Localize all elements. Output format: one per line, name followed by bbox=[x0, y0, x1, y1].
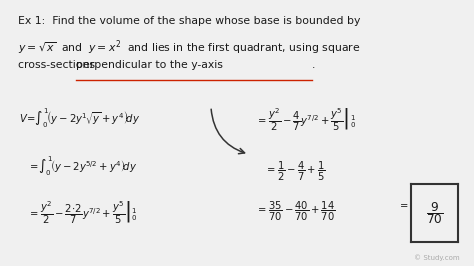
Text: .: . bbox=[312, 60, 315, 70]
Text: $= \left.\dfrac{y^2}{2} - \dfrac{4}{7}y^{7/2} + \dfrac{y^5}{5}\right|_0^1$: $= \left.\dfrac{y^2}{2} - \dfrac{4}{7}y^… bbox=[256, 106, 356, 133]
Text: $=\left.\dfrac{y^2}{2} - \dfrac{2{\cdot}2}{7}y^{7/2} + \dfrac{y^5}{5}\right|_0^1: $=\left.\dfrac{y^2}{2} - \dfrac{2{\cdot}… bbox=[28, 200, 138, 226]
Text: $y = \sqrt{x}$  and  $y = x^2$  and lies in the first quadrant, using square: $y = \sqrt{x}$ and $y = x^2$ and lies in… bbox=[18, 39, 361, 57]
Text: $= \dfrac{1}{2} - \dfrac{4}{7} + \dfrac{1}{5}$: $= \dfrac{1}{2} - \dfrac{4}{7} + \dfrac{… bbox=[265, 160, 326, 183]
Text: © Study.com: © Study.com bbox=[414, 254, 460, 261]
Text: $\dfrac{9}{70}$: $\dfrac{9}{70}$ bbox=[426, 200, 443, 226]
Text: $=$: $=$ bbox=[398, 200, 410, 210]
Text: $=\!\int_0^1\!\left(y - 2y^{5/2} + y^4\right)\!dy$: $=\!\int_0^1\!\left(y - 2y^{5/2} + y^4\r… bbox=[28, 154, 137, 178]
Text: cross-sections: cross-sections bbox=[18, 60, 99, 70]
Text: Ex 1:  Find the volume of the shape whose base is bounded by: Ex 1: Find the volume of the shape whose… bbox=[18, 16, 360, 26]
Text: $= \dfrac{35}{70} - \dfrac{40}{70} + \dfrac{14}{70}$: $= \dfrac{35}{70} - \dfrac{40}{70} + \df… bbox=[256, 200, 336, 223]
Text: $V\!=\!\int_0^1\!\left(y - 2y^1\!\sqrt{y} + y^4\right)\!dy$: $V\!=\!\int_0^1\!\left(y - 2y^1\!\sqrt{y… bbox=[19, 106, 140, 130]
Text: perpendicular to the y-axis: perpendicular to the y-axis bbox=[76, 60, 223, 70]
